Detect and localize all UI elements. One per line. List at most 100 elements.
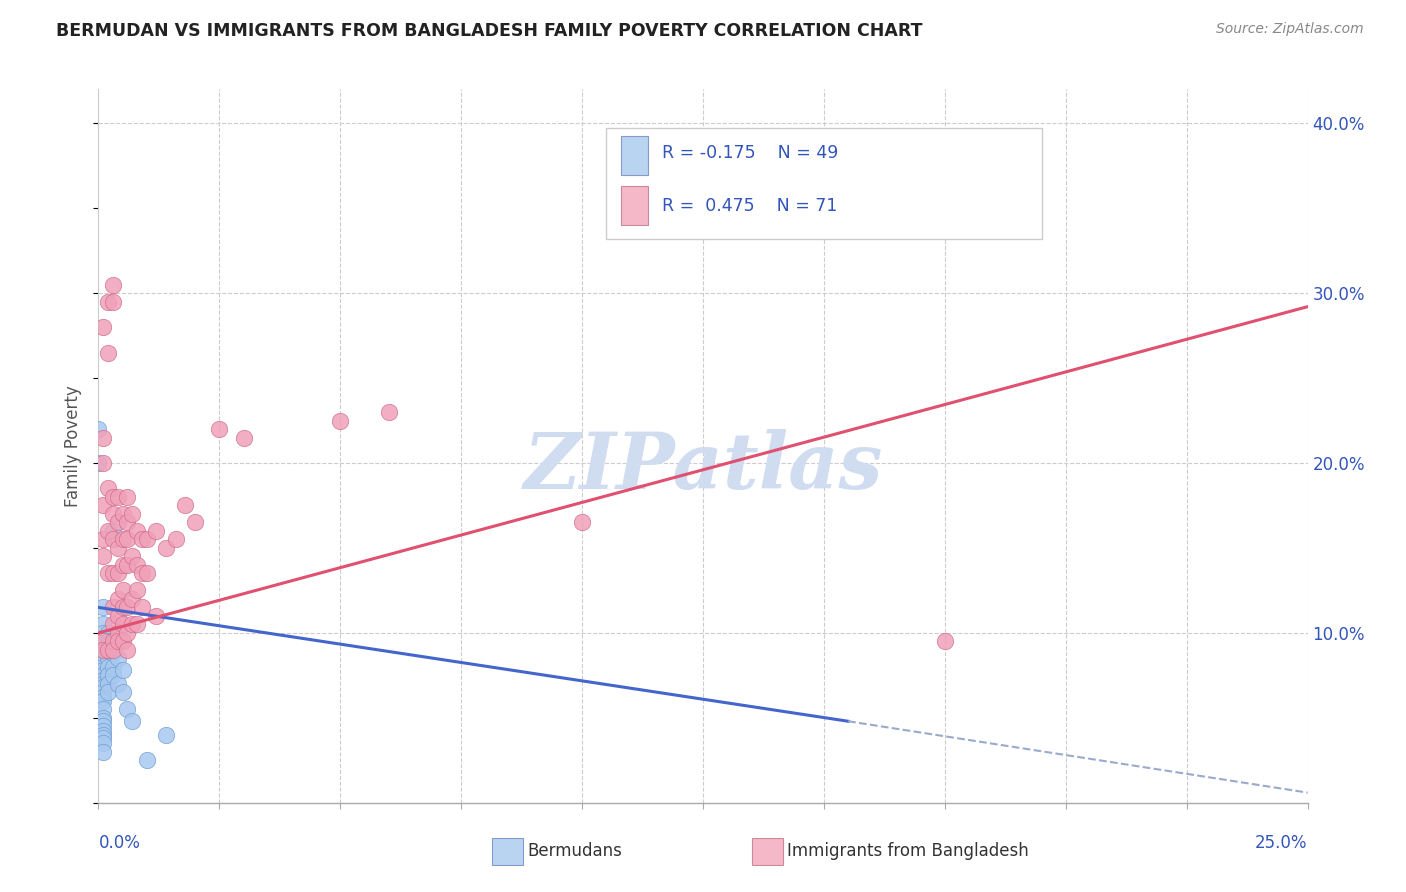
Point xyxy=(91,663,114,677)
Point xyxy=(101,524,124,538)
Point xyxy=(97,643,120,657)
Point xyxy=(91,499,114,513)
Point xyxy=(329,413,352,427)
Point xyxy=(107,677,129,691)
Point xyxy=(91,690,114,705)
Text: Bermudans: Bermudans xyxy=(527,842,621,860)
Point xyxy=(155,541,177,555)
Point xyxy=(91,702,114,716)
Point xyxy=(97,482,120,496)
Point xyxy=(165,533,187,547)
Point xyxy=(101,277,124,292)
Point xyxy=(91,643,114,657)
Point xyxy=(127,583,149,598)
Point xyxy=(101,634,124,648)
Point xyxy=(121,507,143,521)
Point xyxy=(117,626,139,640)
Point xyxy=(101,646,124,660)
Point xyxy=(91,430,114,444)
Point xyxy=(121,617,143,632)
Point xyxy=(101,507,124,521)
Point xyxy=(87,456,110,470)
FancyBboxPatch shape xyxy=(606,128,1042,239)
Point xyxy=(111,685,134,699)
Y-axis label: Family Poverty: Family Poverty xyxy=(65,385,83,507)
Text: BERMUDAN VS IMMIGRANTS FROM BANGLADESH FAMILY POVERTY CORRELATION CHART: BERMUDAN VS IMMIGRANTS FROM BANGLADESH F… xyxy=(56,22,922,40)
Point xyxy=(107,541,129,555)
Point xyxy=(101,294,124,309)
Point xyxy=(91,646,114,660)
Text: Source: ZipAtlas.com: Source: ZipAtlas.com xyxy=(1216,22,1364,37)
Point xyxy=(111,663,134,677)
Point xyxy=(91,651,114,665)
Point xyxy=(97,668,120,682)
Point xyxy=(97,634,120,648)
Point xyxy=(91,456,114,470)
Point xyxy=(571,516,593,530)
Point xyxy=(97,345,120,359)
Point xyxy=(117,702,139,716)
Point xyxy=(91,533,114,547)
Point xyxy=(127,617,149,632)
Point xyxy=(174,499,197,513)
Point xyxy=(91,731,114,746)
Point xyxy=(97,685,120,699)
Point xyxy=(117,490,139,504)
Point xyxy=(97,651,120,665)
Point xyxy=(87,422,110,436)
Point xyxy=(91,643,114,657)
Point xyxy=(91,600,114,615)
Point xyxy=(107,651,129,665)
Point xyxy=(155,728,177,742)
Point xyxy=(97,626,120,640)
Text: 25.0%: 25.0% xyxy=(1256,834,1308,852)
Point xyxy=(121,714,143,729)
Point xyxy=(131,566,153,581)
Point xyxy=(97,643,120,657)
Point xyxy=(101,490,124,504)
Point xyxy=(208,422,231,436)
Point xyxy=(127,558,149,572)
Point xyxy=(101,600,124,615)
Text: 0.0%: 0.0% xyxy=(98,834,141,852)
Point xyxy=(111,507,134,521)
Point xyxy=(117,533,139,547)
Point xyxy=(91,626,114,640)
Point xyxy=(107,626,129,640)
Point xyxy=(91,634,114,648)
Point xyxy=(97,294,120,309)
Point xyxy=(117,643,139,657)
Point xyxy=(91,549,114,564)
Point xyxy=(121,549,143,564)
Point xyxy=(97,660,120,674)
Point xyxy=(101,660,124,674)
Point xyxy=(107,634,129,648)
Point xyxy=(111,617,134,632)
Point xyxy=(101,533,124,547)
Point xyxy=(107,490,129,504)
Point xyxy=(117,558,139,572)
Point xyxy=(377,405,399,419)
Point xyxy=(91,745,114,759)
Point xyxy=(145,608,167,623)
Point xyxy=(101,668,124,682)
Point xyxy=(111,634,134,648)
Point xyxy=(97,566,120,581)
Point xyxy=(101,617,124,632)
Point xyxy=(131,600,153,615)
Point xyxy=(91,724,114,739)
Point xyxy=(91,673,114,688)
Point xyxy=(117,516,139,530)
Point xyxy=(107,516,129,530)
Point xyxy=(135,533,157,547)
Text: ZIPatlas: ZIPatlas xyxy=(523,429,883,506)
Point xyxy=(91,711,114,725)
Point xyxy=(91,685,114,699)
Text: Immigrants from Bangladesh: Immigrants from Bangladesh xyxy=(787,842,1029,860)
Point xyxy=(111,600,134,615)
Point xyxy=(184,516,207,530)
Point xyxy=(97,677,120,691)
Point xyxy=(107,608,129,623)
Point xyxy=(232,430,254,444)
Point xyxy=(91,714,114,729)
